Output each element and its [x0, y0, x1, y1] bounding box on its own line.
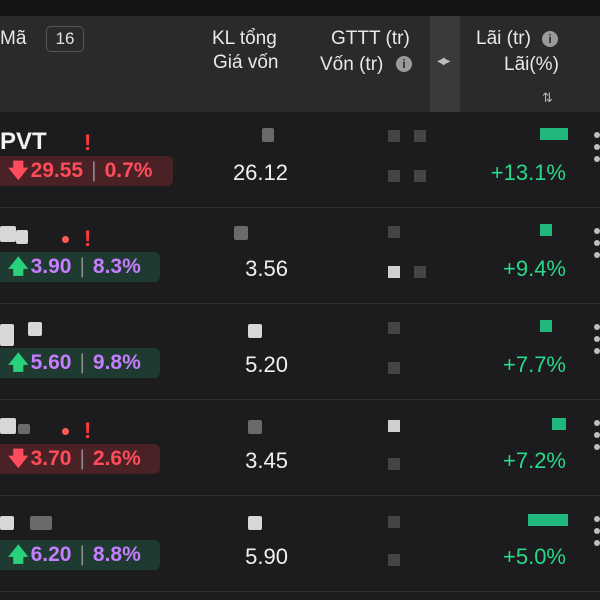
masked-symbol: [30, 516, 52, 530]
masked-capital: [388, 266, 400, 278]
table-header: Mã 16 KL tổng Giá vốn GTTT (tr) Vốn (tr)…: [0, 16, 600, 112]
header-symbol-label[interactable]: Mã: [0, 28, 27, 49]
price-value: 3.70: [30, 447, 72, 470]
masked-volume: [248, 324, 262, 338]
masked-market-value: [388, 420, 400, 432]
price-change-badge: 🡅6.20 | 8.8%: [0, 540, 160, 570]
masked-market-value: [388, 130, 400, 142]
masked-profit: [540, 128, 568, 140]
more-vertical-icon[interactable]: [594, 228, 600, 264]
more-vertical-icon[interactable]: [594, 132, 600, 168]
profit-percent: +13.1%: [490, 160, 566, 185]
masked-symbol: [0, 324, 14, 346]
price-change-badge: 🡅3.90 | 8.3%: [0, 252, 160, 282]
masked-volume: [248, 420, 262, 434]
separator: |: [79, 351, 85, 374]
price-value: 6.20: [30, 543, 72, 566]
change-percent: 0.7%: [104, 159, 153, 182]
holding-row[interactable]: 🡅6.20 | 8.8% 5.90 +5.0%: [0, 496, 600, 592]
exclamation-icon[interactable]: !: [84, 418, 92, 443]
separator: |: [79, 543, 85, 566]
resize-arrows-icon: ◀▶: [437, 56, 450, 67]
column-resize-handle[interactable]: ◀▶: [430, 16, 460, 112]
masked-volume: [262, 128, 274, 142]
separator: |: [79, 447, 85, 470]
price-value: 29.55: [30, 159, 84, 182]
cost-price: 5.20: [245, 352, 288, 377]
alert-dot: [62, 428, 69, 435]
holding-row[interactable]: 🡅5.60 | 9.8% 5.20 +7.7%: [0, 304, 600, 400]
change-percent: 8.3%: [92, 255, 141, 278]
header-profit-pct[interactable]: Lãi(%): [504, 54, 559, 75]
cost-price: 3.45: [245, 448, 288, 473]
down-arrow-icon: 🡇: [8, 448, 29, 470]
separator: |: [79, 255, 85, 278]
header-cost-price[interactable]: Giá vốn: [213, 52, 279, 73]
change-percent: 2.6%: [92, 447, 141, 470]
masked-symbol: [0, 226, 16, 242]
up-arrow-icon: 🡅: [8, 352, 29, 374]
profit-info-icon[interactable]: i: [542, 31, 558, 47]
exclamation-icon[interactable]: !: [84, 130, 92, 155]
up-arrow-icon: 🡅: [8, 544, 29, 566]
cost-price: 26.12: [232, 160, 288, 185]
cost-price: 5.90: [245, 544, 288, 569]
holding-row[interactable]: PVT ! 🡇29.55 | 0.7% 26.12 +13.1%: [0, 112, 600, 208]
masked-symbol: [16, 230, 28, 244]
masked-capital: [388, 458, 400, 470]
header-capital[interactable]: Vốn (tr): [320, 54, 384, 75]
masked-market-value: [388, 226, 400, 238]
symbol-count-badge: 16: [46, 26, 84, 52]
down-arrow-icon: 🡇: [8, 160, 29, 182]
change-percent: 8.8%: [92, 543, 141, 566]
sort-icon[interactable]: ⇅: [542, 90, 553, 105]
masked-profit: [540, 224, 552, 236]
cost-price: 3.56: [245, 256, 288, 281]
masked-symbol: [0, 418, 16, 434]
holding-row[interactable]: ! 🡅3.90 | 8.3% 3.56 +9.4%: [0, 208, 600, 304]
masked-market-value: [388, 322, 400, 334]
profit-percent: +7.7%: [503, 352, 566, 377]
masked-capital: [414, 266, 426, 278]
profit-percent: +9.4%: [503, 256, 566, 281]
price-change-badge: 🡅5.60 | 9.8%: [0, 348, 160, 378]
masked-profit: [540, 320, 552, 332]
up-arrow-icon: 🡅: [8, 256, 29, 278]
more-vertical-icon[interactable]: [594, 324, 600, 360]
masked-symbol: [0, 516, 14, 530]
capital-info-icon[interactable]: i: [396, 56, 412, 72]
price-change-badge: 🡇3.70 | 2.6%: [0, 444, 160, 474]
masked-profit: [552, 418, 566, 430]
masked-capital: [414, 170, 426, 182]
header-profit[interactable]: Lãi (tr): [476, 28, 531, 49]
separator: |: [91, 159, 97, 182]
masked-market-value: [388, 516, 400, 528]
more-vertical-icon[interactable]: [594, 420, 600, 456]
more-vertical-icon[interactable]: [594, 516, 600, 552]
masked-market-value: [414, 130, 426, 142]
masked-volume: [248, 516, 262, 530]
header-kl-total[interactable]: KL tổng: [212, 28, 277, 49]
price-value: 3.90: [30, 255, 72, 278]
holding-row[interactable]: ! 🡇3.70 | 2.6% 3.45 +7.2%: [0, 400, 600, 496]
masked-capital: [388, 362, 400, 374]
price-change-badge: 🡇29.55 | 0.7%: [0, 156, 173, 186]
price-value: 5.60: [30, 351, 72, 374]
masked-volume: [234, 226, 248, 240]
stock-symbol: PVT: [0, 128, 47, 155]
profit-percent: +7.2%: [503, 448, 566, 473]
masked-capital: [388, 170, 400, 182]
masked-symbol: [18, 424, 30, 434]
masked-symbol: [28, 322, 42, 336]
masked-capital: [388, 554, 400, 566]
masked-profit: [528, 514, 568, 526]
exclamation-icon[interactable]: !: [84, 226, 92, 251]
top-status-strip: [0, 0, 600, 16]
header-market-value[interactable]: GTTT (tr): [331, 28, 410, 49]
change-percent: 9.8%: [92, 351, 141, 374]
profit-percent: +5.0%: [503, 544, 566, 569]
alert-dot: [62, 236, 69, 243]
